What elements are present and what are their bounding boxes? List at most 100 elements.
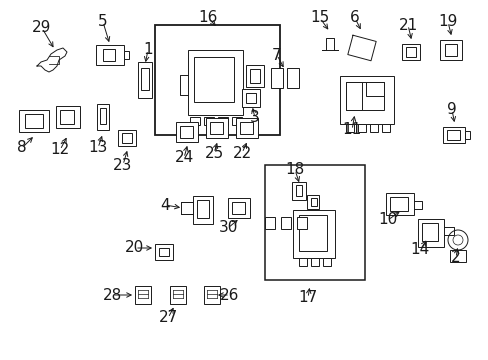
Bar bbox=[193, 196, 213, 224]
Bar bbox=[181, 202, 193, 214]
Bar bbox=[389, 197, 407, 211]
Text: 8: 8 bbox=[17, 140, 27, 156]
Bar bbox=[310, 258, 318, 266]
Bar bbox=[291, 182, 305, 200]
Bar bbox=[295, 185, 302, 196]
Bar bbox=[264, 217, 274, 229]
Bar bbox=[401, 44, 419, 60]
Text: 5: 5 bbox=[98, 14, 107, 30]
Bar bbox=[245, 65, 264, 87]
Circle shape bbox=[447, 230, 467, 250]
Bar bbox=[227, 198, 249, 218]
Text: 9: 9 bbox=[446, 103, 456, 117]
Bar bbox=[346, 82, 383, 110]
Bar bbox=[240, 122, 252, 134]
Text: 28: 28 bbox=[102, 288, 122, 302]
Bar bbox=[417, 219, 443, 247]
Bar bbox=[306, 195, 318, 209]
Bar bbox=[310, 198, 316, 206]
Text: 7: 7 bbox=[272, 48, 281, 63]
Text: 14: 14 bbox=[409, 243, 429, 257]
Bar bbox=[203, 117, 214, 125]
Text: 25: 25 bbox=[204, 145, 223, 161]
Bar bbox=[264, 165, 364, 280]
Bar bbox=[96, 45, 124, 65]
Bar bbox=[346, 124, 353, 132]
Bar bbox=[205, 118, 227, 138]
Text: 4: 4 bbox=[160, 198, 169, 212]
Text: 21: 21 bbox=[398, 18, 417, 32]
Bar bbox=[155, 25, 280, 135]
Bar bbox=[56, 106, 80, 128]
Bar bbox=[346, 82, 361, 110]
Bar bbox=[197, 200, 208, 218]
Text: 13: 13 bbox=[88, 140, 107, 156]
Bar bbox=[298, 258, 306, 266]
Bar bbox=[159, 248, 169, 256]
Text: 2: 2 bbox=[450, 251, 460, 266]
Text: 10: 10 bbox=[378, 212, 397, 228]
Bar bbox=[323, 258, 330, 266]
Text: 17: 17 bbox=[298, 291, 317, 306]
Text: 6: 6 bbox=[349, 10, 359, 26]
Text: 24: 24 bbox=[174, 150, 193, 166]
Text: 12: 12 bbox=[50, 143, 69, 158]
Circle shape bbox=[452, 235, 462, 245]
Bar bbox=[190, 117, 200, 125]
Text: 23: 23 bbox=[113, 158, 132, 172]
Bar bbox=[381, 124, 389, 132]
Bar bbox=[103, 49, 115, 61]
Bar bbox=[385, 193, 413, 215]
Text: 26: 26 bbox=[220, 288, 239, 302]
Bar bbox=[365, 82, 383, 96]
Bar bbox=[357, 124, 365, 132]
Text: 3: 3 bbox=[250, 111, 259, 126]
Text: 22: 22 bbox=[232, 145, 251, 161]
Bar bbox=[296, 217, 306, 229]
Bar bbox=[442, 127, 464, 143]
Bar bbox=[209, 122, 223, 134]
Bar bbox=[236, 118, 258, 138]
Bar bbox=[242, 89, 260, 107]
Text: 27: 27 bbox=[158, 310, 177, 325]
Bar bbox=[245, 93, 256, 103]
Bar bbox=[25, 114, 43, 128]
Bar bbox=[439, 40, 461, 60]
Bar bbox=[405, 47, 415, 57]
Bar bbox=[286, 68, 298, 88]
Bar bbox=[155, 244, 173, 260]
Text: 19: 19 bbox=[437, 14, 457, 30]
Text: 18: 18 bbox=[285, 162, 304, 177]
Text: 16: 16 bbox=[198, 10, 217, 26]
Bar bbox=[218, 117, 227, 125]
Bar bbox=[180, 126, 193, 138]
Text: 29: 29 bbox=[32, 21, 52, 36]
Bar bbox=[231, 117, 242, 125]
Bar bbox=[194, 57, 234, 102]
Text: 30: 30 bbox=[218, 220, 237, 235]
Bar bbox=[449, 250, 465, 262]
Bar bbox=[446, 130, 459, 140]
Bar bbox=[249, 69, 260, 83]
Bar bbox=[281, 217, 290, 229]
Bar bbox=[170, 286, 185, 304]
Bar bbox=[292, 210, 334, 258]
Bar bbox=[270, 68, 283, 88]
Bar bbox=[138, 62, 152, 98]
Bar bbox=[97, 104, 109, 130]
Bar bbox=[339, 76, 393, 124]
Bar bbox=[141, 68, 149, 90]
Bar bbox=[203, 286, 220, 304]
Bar bbox=[231, 202, 244, 214]
Text: 20: 20 bbox=[125, 240, 144, 256]
Bar bbox=[118, 130, 136, 146]
Bar bbox=[176, 122, 198, 142]
Bar bbox=[369, 124, 377, 132]
Bar bbox=[100, 108, 106, 124]
Bar bbox=[124, 51, 129, 59]
Text: 1: 1 bbox=[143, 42, 153, 58]
Bar bbox=[60, 110, 74, 124]
Bar bbox=[135, 286, 151, 304]
Bar bbox=[187, 50, 243, 115]
Bar bbox=[19, 110, 49, 132]
